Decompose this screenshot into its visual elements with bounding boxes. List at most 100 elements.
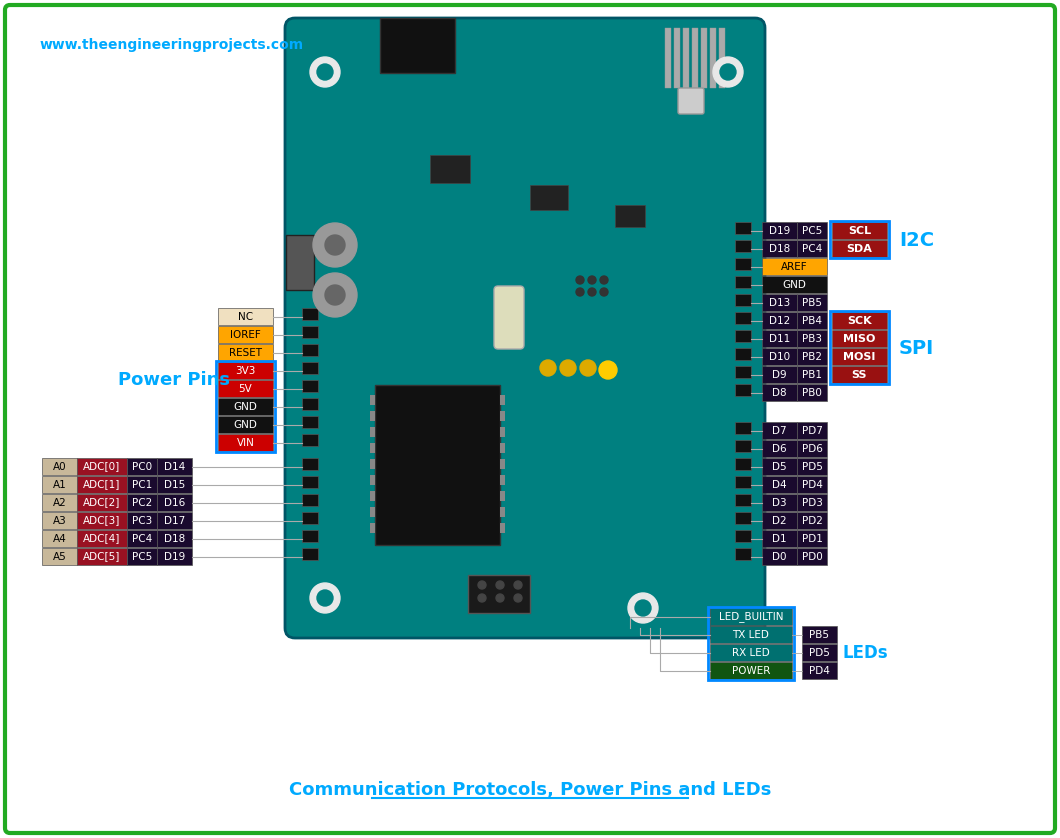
Bar	[370, 443, 375, 453]
Bar	[42, 512, 77, 529]
Text: PD5: PD5	[809, 648, 830, 658]
Text: D11: D11	[768, 334, 790, 344]
Circle shape	[317, 64, 333, 80]
Circle shape	[720, 64, 736, 80]
Bar	[762, 330, 797, 347]
Text: PD1: PD1	[801, 534, 823, 544]
Bar	[762, 422, 797, 439]
Bar	[370, 475, 375, 485]
Bar	[710, 28, 716, 88]
Bar	[797, 512, 827, 529]
Bar	[735, 258, 750, 270]
Bar	[42, 458, 77, 475]
Circle shape	[588, 288, 596, 296]
Bar	[42, 548, 77, 565]
Bar	[500, 475, 505, 485]
Bar	[797, 384, 827, 401]
Circle shape	[478, 594, 485, 602]
Bar	[218, 416, 273, 433]
Bar	[157, 548, 192, 565]
Bar	[302, 308, 318, 320]
Bar	[802, 626, 837, 643]
Text: Power Pins: Power Pins	[118, 371, 230, 389]
Bar	[735, 294, 750, 306]
Bar	[797, 222, 827, 239]
Bar	[762, 348, 797, 365]
Bar	[692, 28, 697, 88]
Bar	[77, 458, 127, 475]
Bar	[762, 222, 797, 239]
Text: PC1: PC1	[131, 479, 153, 489]
Bar	[735, 330, 750, 342]
FancyBboxPatch shape	[285, 18, 765, 638]
Bar	[500, 395, 505, 405]
Text: RX LED: RX LED	[732, 648, 770, 658]
Bar	[830, 311, 889, 384]
Bar	[430, 155, 470, 183]
Text: D9: D9	[772, 370, 787, 380]
Text: A5: A5	[53, 551, 67, 561]
Bar	[302, 362, 318, 374]
Text: D16: D16	[164, 498, 186, 508]
Circle shape	[325, 235, 345, 255]
Text: D8: D8	[772, 387, 787, 397]
FancyBboxPatch shape	[494, 286, 524, 349]
Circle shape	[313, 273, 357, 317]
Text: D7: D7	[772, 426, 787, 436]
Bar	[127, 494, 157, 511]
Text: A2: A2	[53, 498, 67, 508]
Bar	[370, 523, 375, 533]
Text: D14: D14	[164, 462, 186, 472]
Bar	[832, 240, 887, 257]
Bar	[735, 384, 750, 396]
Text: MISO: MISO	[844, 334, 876, 344]
Circle shape	[514, 594, 522, 602]
Bar	[762, 384, 797, 401]
Bar	[302, 548, 318, 560]
Bar	[797, 312, 827, 329]
Text: PD0: PD0	[801, 551, 823, 561]
Circle shape	[478, 581, 485, 589]
Bar	[302, 476, 318, 488]
Bar	[370, 491, 375, 501]
Text: D12: D12	[768, 315, 790, 325]
Bar	[302, 416, 318, 428]
Bar	[797, 348, 827, 365]
Text: POWER: POWER	[731, 665, 771, 675]
Circle shape	[313, 223, 357, 267]
Bar	[762, 530, 797, 547]
Bar	[674, 28, 681, 88]
Bar	[762, 366, 797, 383]
Bar	[469, 575, 530, 613]
Text: PB5: PB5	[810, 629, 830, 639]
Text: A4: A4	[53, 534, 67, 544]
Circle shape	[310, 57, 340, 87]
Bar	[710, 626, 792, 643]
Bar	[302, 434, 318, 446]
Bar	[665, 28, 671, 88]
Text: SDA: SDA	[847, 244, 872, 254]
Bar	[735, 348, 750, 360]
Bar	[218, 434, 273, 451]
Bar	[157, 530, 192, 547]
Bar	[762, 312, 797, 329]
Bar	[701, 28, 707, 88]
Circle shape	[600, 276, 608, 284]
Text: PD4: PD4	[809, 665, 830, 675]
Text: GND: GND	[233, 401, 258, 411]
Bar	[42, 494, 77, 511]
Bar	[710, 662, 792, 679]
Text: SS: SS	[852, 370, 867, 380]
Text: PB0: PB0	[802, 387, 822, 397]
Bar	[762, 476, 797, 493]
Text: D1: D1	[772, 534, 787, 544]
Text: ADC[4]: ADC[4]	[84, 534, 121, 544]
Bar	[735, 530, 750, 542]
Bar	[735, 276, 750, 288]
Bar	[719, 28, 725, 88]
Bar	[218, 308, 273, 325]
Bar	[218, 344, 273, 361]
Circle shape	[576, 276, 584, 284]
Bar	[127, 530, 157, 547]
Bar	[77, 530, 127, 547]
